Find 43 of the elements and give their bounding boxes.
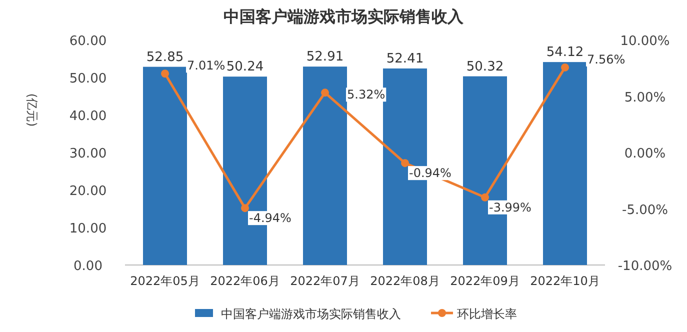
data-label: 50.24 [226,60,264,75]
y2-tick-label: -10.00% [618,259,672,274]
y2-tick-label: 10.00% [620,34,670,49]
point [561,63,569,72]
x-tick-label: 2022年10月 [530,274,600,288]
bar [143,66,187,265]
bar [543,62,587,265]
point [481,193,489,202]
y-tick-label: 0.00 [74,259,102,274]
bar [303,66,347,265]
point [161,70,169,78]
x-tick-label: 2022年08月 [370,274,440,288]
chart-title: 中国客户端游戏市场实际销售收入 [224,7,464,26]
x-tick-label: 2022年09月 [450,274,520,288]
y-tick-label: 20.00 [69,184,107,199]
data-label: -4.94% [249,211,292,226]
legend-label: 中国客户端游戏市场实际销售收入 [221,307,401,321]
y-tick-label: 40.00 [69,109,107,124]
data-label: 52.91 [306,50,344,65]
data-label: 7.01% [187,58,226,73]
y-axis-title: (亿元) [25,93,39,127]
legend-label: 环比增长率 [457,307,517,321]
x-tick-label: 2022年07月 [290,274,360,288]
y-tick-label: 30.00 [69,146,107,162]
point [321,88,329,97]
data-label: 7.56% [587,52,626,66]
data-label: 52.41 [386,51,424,66]
data-label: 54.12 [546,45,584,60]
y-tick-label: 60.00 [69,34,107,49]
y2-tick-label: 0.00% [624,146,666,162]
data-label: 52.85 [146,50,184,65]
data-label: -3.99% [489,200,532,214]
x-tick-label: 2022年05月 [130,274,200,288]
x-tick-label: 2022年06月 [210,274,280,288]
y2-tick-label: -5.00% [622,202,668,218]
y-tick-label: 50.00 [69,72,107,86]
y-tick-label: 10.00 [69,222,107,236]
y2-tick-label: 5.00% [624,90,666,106]
data-label: -0.94% [409,166,452,180]
data-label: 50.32 [466,59,504,74]
point [401,159,409,168]
point [241,204,249,212]
data-label: 5.32% [347,88,386,102]
